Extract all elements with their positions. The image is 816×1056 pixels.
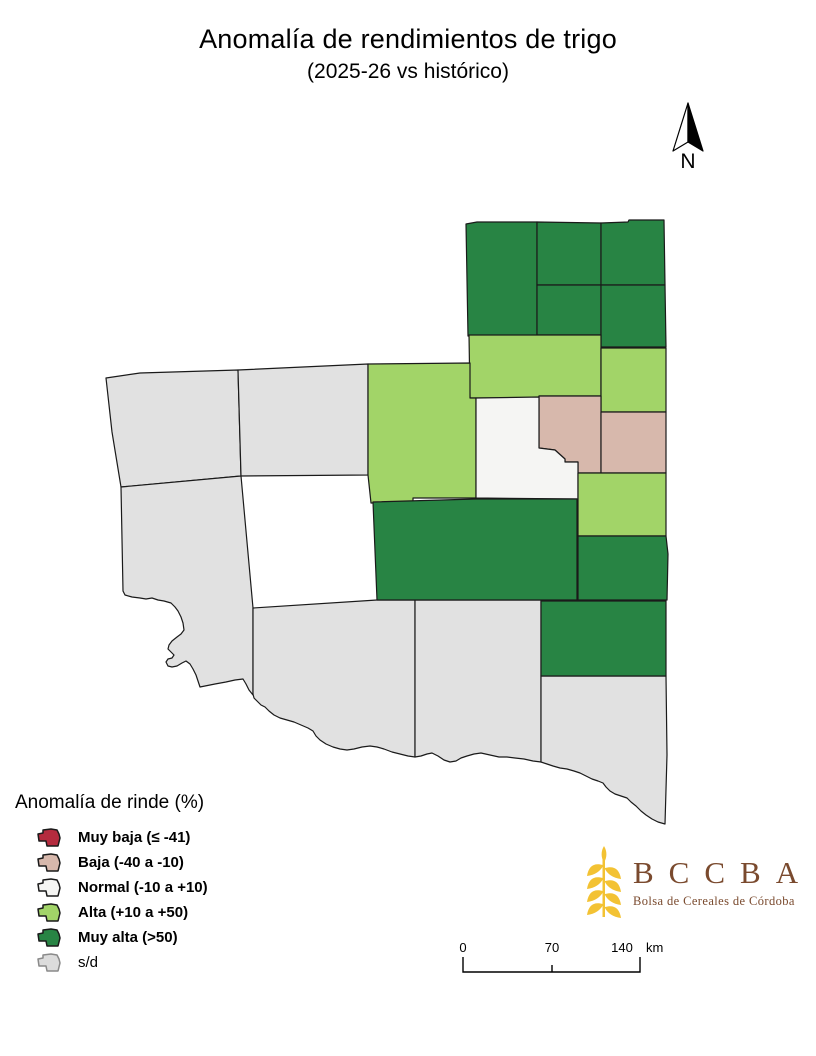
legend-item-label: s/d [78, 954, 99, 971]
legend-item-label: Muy alta (>50) [78, 929, 178, 946]
department-sd [120, 475, 254, 696]
department-muy_alta [536, 284, 602, 336]
department-muy_alta [577, 535, 669, 601]
department-sd [105, 369, 242, 488]
page-subtitle: (2025-26 vs histórico) [307, 60, 509, 83]
department-muy_alta [372, 498, 578, 601]
legend-swatch-icon [37, 927, 61, 947]
legend-item-label: Normal (-10 a +10) [78, 879, 208, 896]
department-sd [414, 599, 542, 763]
legend-items: Muy baja (≤ -41) Baja (-40 a -10) Normal (… [36, 825, 208, 975]
legend-item: Muy alta (>50) [36, 925, 208, 950]
department-baja [600, 411, 667, 474]
department-alta [468, 334, 602, 399]
legend-item: Normal (-10 a +10) [36, 875, 208, 900]
department-muy_alta [540, 600, 667, 677]
department-alta [577, 472, 667, 537]
department-sd [237, 363, 369, 477]
legend-item: s/d [36, 950, 208, 975]
logo-acronym: BCCBA [633, 855, 814, 890]
scale-tick-label: 140 [611, 940, 633, 955]
north-arrow-label: N [680, 150, 696, 173]
wheat-icon [587, 846, 621, 918]
bccba-logo: BCCBA Bolsa de Cereales de Córdoba [586, 845, 813, 919]
legend-item-label: Muy baja (≤ -41) [78, 829, 191, 846]
department-muy_alta [465, 221, 538, 337]
logo-name: Bolsa de Cereales de Córdoba [633, 894, 795, 908]
legend-item: Alta (+10 a +50) [36, 900, 208, 925]
department-muy_alta [600, 219, 666, 286]
legend-item: Baja (-40 a -10) [36, 850, 208, 875]
legend-swatch-icon [37, 952, 61, 972]
legend: Anomalía de rinde (%) Muy baja (≤ -41) Ba… [15, 792, 208, 975]
legend-swatch-icon [37, 827, 61, 847]
department-alta [367, 362, 477, 504]
department-alta [600, 347, 667, 413]
legend-swatch-icon [37, 852, 61, 872]
scale-unit-label: km [646, 940, 664, 955]
scale-bar [462, 957, 641, 973]
north-arrow-icon [672, 102, 704, 152]
legend-item-label: Baja (-40 a -10) [78, 854, 184, 871]
legend-swatch-icon [37, 877, 61, 897]
department-sd [540, 675, 668, 825]
page-title: Anomalía de rendimientos de trigo [199, 24, 617, 54]
department-sd [252, 599, 416, 758]
legend-item-label: Alta (+10 a +50) [78, 904, 189, 921]
scale-tick-label: 0 [459, 940, 467, 955]
scale-tick-label: 70 [544, 940, 560, 955]
legend-item: Muy baja (≤ -41) [36, 825, 208, 850]
department-muy_alta [600, 284, 667, 348]
department-muy_alta [536, 221, 602, 286]
legend-swatch-icon [37, 902, 61, 922]
legend-title: Anomalía de rinde (%) [15, 792, 205, 813]
